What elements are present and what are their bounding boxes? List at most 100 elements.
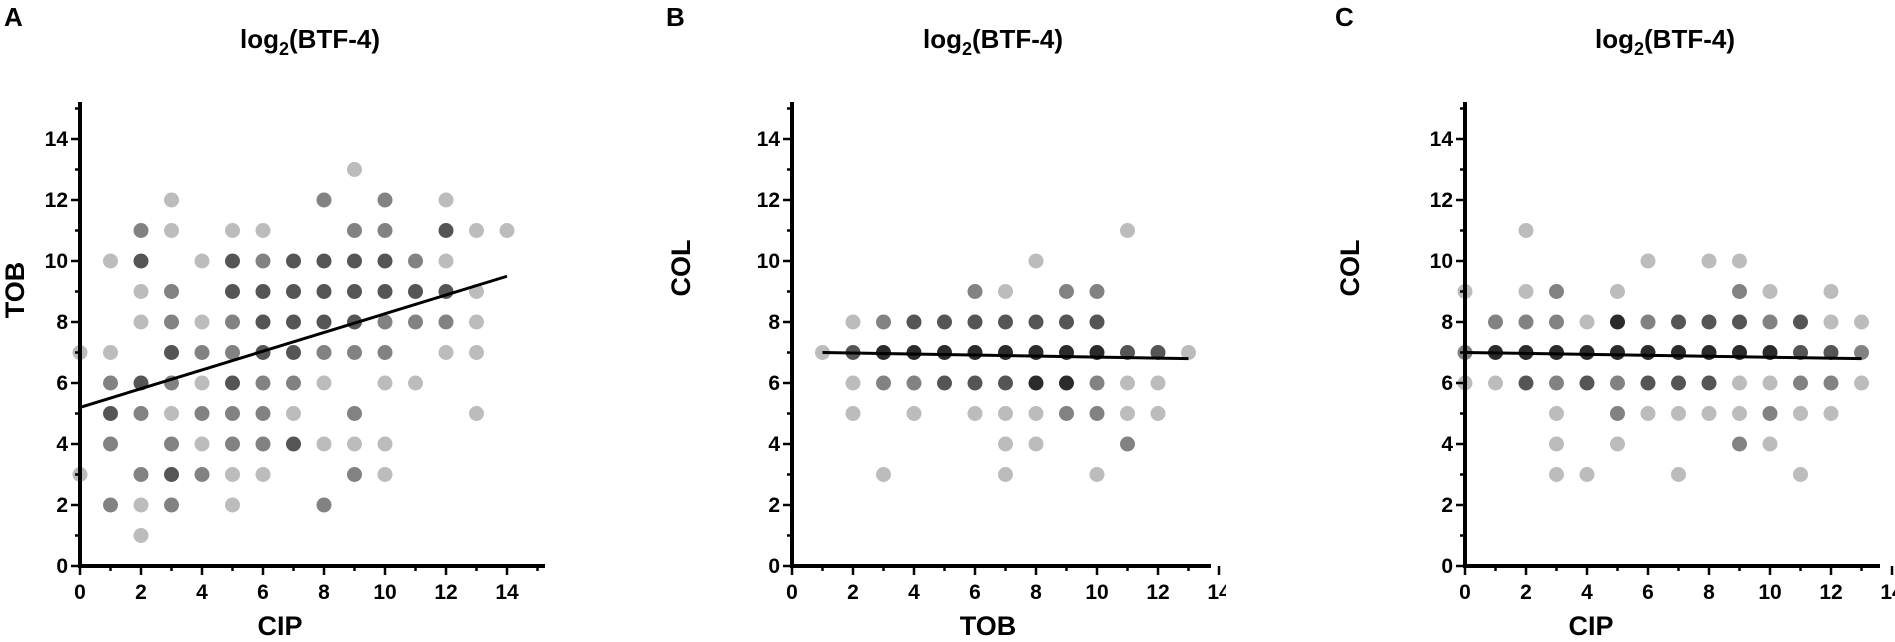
data-point (1488, 314, 1503, 330)
data-point (164, 345, 179, 360)
x-tick-label: 12 (1146, 581, 1169, 604)
data-point (347, 406, 362, 421)
data-point (1120, 375, 1135, 391)
data-point (103, 436, 118, 452)
data-point (998, 406, 1013, 421)
x-tick-label: 0 (786, 581, 798, 604)
panel-a: A log2(BTF-4) 0 2 4 6 8 10 12 14 0 2 4 6 8 10 12 14 CIP… (0, 0, 560, 642)
x-tick-label: 10 (1085, 581, 1108, 604)
data-point (1518, 284, 1534, 299)
y-tick-label: 0 (56, 555, 68, 578)
data-point (1701, 406, 1717, 421)
data-point (133, 223, 149, 238)
data-point (1640, 345, 1656, 360)
y-tick-label: 8 (1441, 311, 1453, 334)
data-point (1579, 467, 1595, 482)
data-point (998, 436, 1013, 452)
data-point (906, 314, 922, 330)
data-point (845, 375, 861, 391)
data-point (876, 375, 891, 391)
scatter-chart-c: C log2(BTF-4) 0 2 4 6 8 10 12 14 0 2 4 6 8 10 12 14 CIP… (1335, 2, 1895, 641)
data-point (377, 314, 393, 330)
data-point (1150, 406, 1166, 421)
data-point (286, 375, 301, 391)
y-axis-label: COL (666, 240, 696, 297)
data-point (194, 375, 210, 391)
data-point (469, 314, 484, 330)
x-tick-label: 0 (1459, 581, 1471, 604)
data-point (377, 284, 393, 299)
y-tick-label: 4 (768, 433, 780, 456)
data-point (225, 345, 240, 360)
data-point (347, 253, 362, 269)
y-tick-label: 12 (1430, 189, 1453, 212)
data-point (1518, 314, 1534, 330)
data-point (286, 284, 301, 299)
x-tick-label: 2 (1520, 581, 1532, 604)
y-tick-label: 4 (56, 433, 68, 456)
data-point (347, 436, 362, 452)
y-tick-label: 10 (45, 250, 68, 273)
x-tick-label: 2 (135, 581, 147, 604)
data-point (1762, 314, 1778, 330)
data-point (1610, 345, 1625, 360)
data-point (1762, 284, 1778, 299)
data-point (1732, 406, 1747, 421)
panel-b: B log2(BTF-4) 0 2 4 6 8 10 12 14 0 2 4 6 8 10 12 14 TOB… (666, 0, 1226, 642)
data-point (1762, 436, 1778, 452)
data-point (164, 284, 179, 299)
data-point (377, 375, 393, 391)
data-point (286, 406, 301, 421)
data-point (1823, 284, 1839, 299)
data-point (1120, 436, 1135, 452)
data-point (225, 284, 240, 299)
x-tick-label: 12 (1819, 581, 1842, 604)
x-tick-label: 10 (1758, 581, 1781, 604)
data-point (1671, 467, 1686, 482)
data-point (1028, 314, 1044, 330)
y-tick-label: 12 (757, 189, 780, 212)
data-point (1579, 345, 1595, 360)
data-point (1089, 467, 1105, 482)
data-point (1610, 314, 1625, 330)
y-tick-label: 0 (768, 555, 780, 578)
data-point (1059, 406, 1074, 421)
data-point (1823, 406, 1839, 421)
data-point (438, 253, 454, 269)
y-tick-label: 8 (768, 311, 780, 334)
data-point (845, 314, 861, 330)
y-tick-label: 2 (768, 494, 780, 517)
data-point (316, 284, 332, 299)
chart-title: log2(BTF-4) (1595, 24, 1735, 59)
data-point (194, 436, 210, 452)
data-point (347, 284, 362, 299)
data-point (225, 223, 240, 238)
data-point (194, 253, 210, 269)
x-axis-label: TOB (960, 611, 1017, 641)
data-point (1549, 406, 1564, 421)
data-point (103, 375, 118, 391)
x-tick-label: 0 (74, 581, 86, 604)
data-point (255, 436, 271, 452)
data-point (998, 345, 1013, 360)
data-point (1028, 436, 1044, 452)
data-point (438, 192, 454, 208)
data-point (1671, 375, 1686, 391)
data-point (377, 345, 393, 360)
data-point (377, 436, 393, 452)
data-point (1120, 406, 1135, 421)
data-point (316, 192, 332, 208)
data-point (1579, 375, 1595, 391)
data-point (1059, 284, 1074, 299)
data-point (103, 345, 118, 360)
y-axis-label: TOB (0, 262, 30, 319)
data-point (103, 406, 118, 421)
data-point (1059, 375, 1074, 391)
data-point (408, 253, 423, 269)
y-axis-label: COL (1335, 240, 1365, 297)
data-point (286, 253, 301, 269)
data-point (377, 467, 393, 482)
data-point (255, 253, 271, 269)
data-point (194, 345, 210, 360)
data-point (1640, 314, 1656, 330)
